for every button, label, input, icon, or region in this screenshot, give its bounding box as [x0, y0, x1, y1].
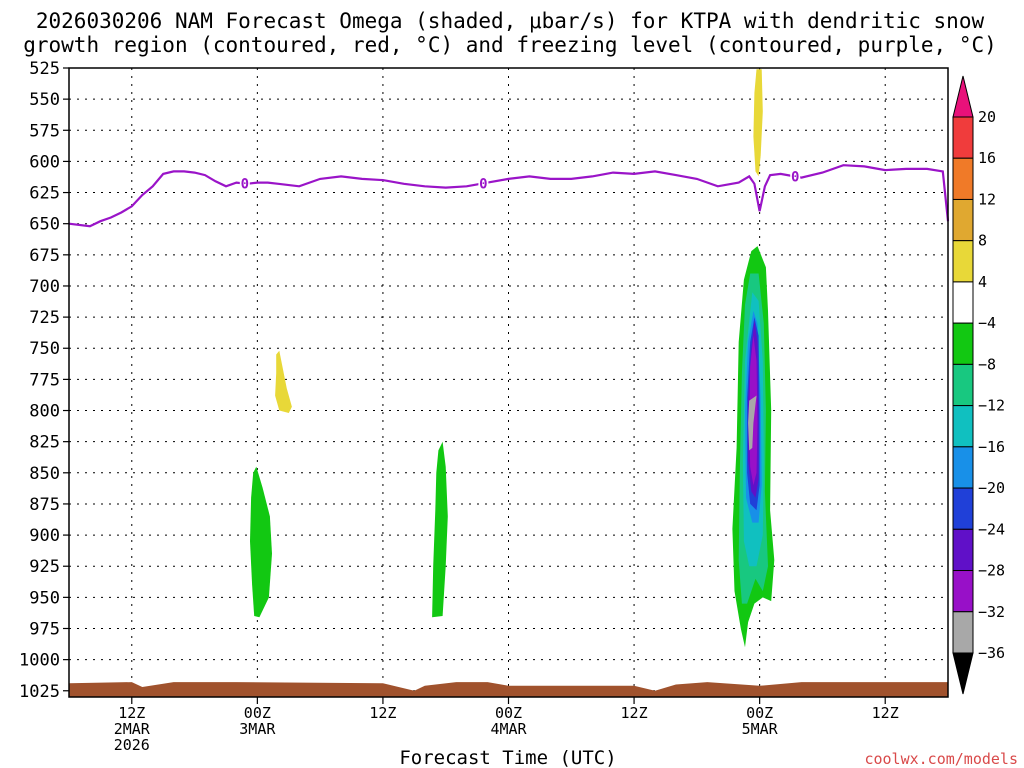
- omega-green-region-day3: [250, 466, 272, 618]
- colorbar-label-7: −12: [978, 397, 1005, 415]
- colorbar-label-2: 12: [978, 190, 996, 208]
- colorbar-label-11: −28: [978, 562, 1005, 580]
- x-tick-label-36-1: 12Z: [369, 704, 396, 722]
- colorbar-label-3: 8: [978, 232, 987, 250]
- x-tick-label-72-1: 00Z: [746, 704, 773, 722]
- plot-area: 0 0 0: [68, 68, 950, 697]
- x-tick-label-60-1: 12Z: [621, 704, 648, 722]
- colorbar-swatch-9: [952, 446, 974, 489]
- colorbar-swatch-8: [952, 405, 974, 448]
- colorbar-swatch-7: [952, 363, 974, 407]
- colorbar-label-1: 16: [978, 149, 996, 167]
- y-tick-label-750: 750: [29, 339, 60, 359]
- freezing-level-label-1: 0: [479, 176, 487, 192]
- freezing-label-bg-2: [790, 169, 801, 183]
- terrain-band: [69, 682, 948, 697]
- freezing-level-label-0: 0: [241, 177, 249, 193]
- y-tick-label-975: 975: [29, 619, 60, 639]
- colorbar-swatch-2: [952, 157, 974, 200]
- chart-title-line-2: growth region (contoured, red, °C) and f…: [23, 33, 997, 57]
- colorbar-label-8: −16: [978, 438, 1005, 456]
- y-tick-label-925: 925: [29, 557, 60, 577]
- freezing-label-bg-1: [478, 176, 489, 190]
- credit-text: coolwx.com/models: [864, 750, 1018, 768]
- freezing-level-label-2: 0: [791, 169, 799, 185]
- y-tick-label-900: 900: [29, 526, 60, 546]
- omega-yellow-region-day3: [275, 350, 292, 413]
- y-tick-label-825: 825: [29, 433, 60, 453]
- y-tick-label-550: 550: [29, 90, 60, 110]
- colorbar-label-12: −32: [978, 603, 1005, 621]
- colorbar-swatch-1: [952, 116, 974, 159]
- y-axis-ticks: 525 550 575 600 625 650 675 700 725 750 775 800 825 8…: [19, 59, 69, 702]
- y-tick-label-850: 850: [29, 464, 60, 484]
- x-axis-label: Forecast Time (UTC): [399, 747, 616, 768]
- y-tick-label-575: 575: [29, 121, 60, 141]
- colorbar-swatch-12: [952, 570, 974, 613]
- freezing-label-bg-0: [239, 176, 250, 190]
- x-tick-label-72-2: 5MAR: [742, 720, 779, 738]
- omega-gray-region-day5: [748, 395, 757, 451]
- y-tick-label-525: 525: [29, 59, 60, 79]
- x-tick-label-48-2: 4MAR: [490, 720, 527, 738]
- colorbar-top-arrow: [952, 75, 974, 118]
- x-tick-label-12-3: 2026: [114, 736, 150, 754]
- y-tick-label-875: 875: [29, 495, 60, 515]
- colorbar-label-13: −36: [978, 644, 1005, 662]
- colorbar-label-6: −8: [978, 355, 996, 373]
- y-tick-label-800: 800: [29, 402, 60, 422]
- colorbar: 20 16 12 8 4 −4 −8 −12 −16 −20 −24 −28 −32 −36: [952, 75, 1005, 695]
- omega-yellow-region-day5: [753, 69, 763, 177]
- colorbar-label-10: −24: [978, 520, 1005, 538]
- colorbar-bottom-arrow: [952, 652, 974, 695]
- y-tick-label-725: 725: [29, 308, 60, 328]
- y-tick-label-700: 700: [29, 277, 60, 297]
- y-tick-label-600: 600: [29, 152, 60, 172]
- x-tick-label-12-2: 2MAR: [114, 720, 151, 738]
- freezing-level-line: [68, 164, 950, 228]
- colorbar-swatch-5: [952, 281, 974, 324]
- y-tick-label-775: 775: [29, 370, 60, 390]
- y-tick-label-650: 650: [29, 215, 60, 235]
- colorbar-swatch-4: [952, 240, 974, 283]
- colorbar-swatch-6: [952, 322, 974, 365]
- colorbar-label-4: 4: [978, 273, 987, 291]
- x-tick-label-48-1: 00Z: [495, 704, 522, 722]
- y-tick-label-1000: 1000: [19, 651, 60, 671]
- x-tick-label-12-1: 12Z: [118, 704, 145, 722]
- colorbar-swatch-10: [952, 487, 974, 530]
- colorbar-label-9: −20: [978, 479, 1005, 497]
- y-tick-label-675: 675: [29, 246, 60, 266]
- colorbar-label-0: 20: [978, 108, 996, 126]
- x-tick-label-84-1: 12Z: [872, 704, 899, 722]
- plot-frame: [68, 67, 949, 698]
- chart-title-line-1: 2026030206 NAM Forecast Omega (shaded, μ…: [36, 9, 985, 33]
- y-tick-label-625: 625: [29, 184, 60, 204]
- colorbar-swatch-13: [952, 611, 974, 654]
- colorbar-swatch-3: [952, 198, 974, 242]
- y-tick-label-950: 950: [29, 588, 60, 608]
- colorbar-swatch-11: [952, 528, 974, 572]
- omega-green-region-day4: [432, 441, 448, 618]
- x-tick-label-24-2: 3MAR: [239, 720, 276, 738]
- x-tick-label-24-1: 00Z: [244, 704, 271, 722]
- colorbar-label-5: −4: [978, 314, 996, 332]
- y-tick-label-1025: 1025: [19, 682, 60, 702]
